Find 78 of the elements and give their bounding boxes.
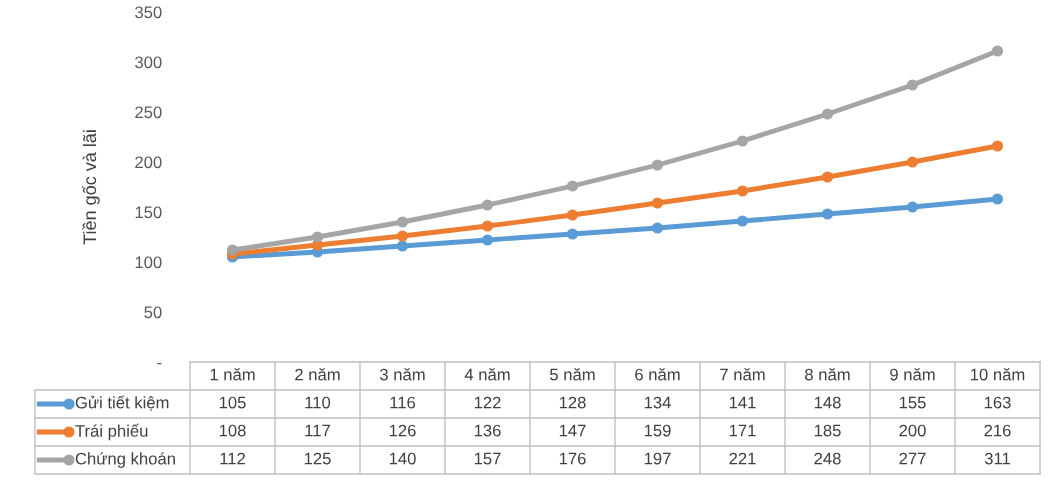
y-tick-label: 100 [135,256,162,269]
data-label: 125 [304,452,331,465]
y-tick-label: 300 [135,56,162,69]
y-tick-label: 50 [144,306,162,319]
point [481,220,494,232]
data-label: 216 [984,424,1011,437]
data-label: 112 [220,452,245,465]
x-tick-label: 9 năm [890,368,935,381]
point [566,180,579,192]
x-tick-label: 8 năm [805,368,850,381]
point [821,208,834,220]
data-label: 155 [899,396,926,409]
data-label: 110 [305,396,331,409]
point [991,193,1004,205]
point [736,185,749,197]
y-tick-label: 350 [135,6,162,19]
point [991,45,1004,57]
legend-label: Gửi tiết kiệm [75,395,169,411]
legend-label: Chứng khoán [75,452,175,468]
data-label: 122 [474,396,501,409]
data-label: 140 [389,452,416,465]
data-label: 141 [729,396,756,409]
x-tick-label: 1 năm [210,368,255,381]
data-label: 117 [305,424,330,437]
point [906,79,919,91]
y-tick-label: - [157,362,162,365]
point [736,215,749,227]
point [481,199,494,211]
y-tick-label: 250 [135,106,162,119]
x-tick-label: 7 năm [720,368,765,381]
x-tick-label: 2 năm [295,368,340,381]
point [481,234,494,246]
data-label: 105 [219,396,246,409]
point [226,244,239,256]
x-tick-label: 6 năm [635,368,680,381]
point [651,159,664,171]
data-label: 185 [814,424,841,437]
data-label: 148 [814,396,841,409]
point [821,108,834,120]
data-label: 311 [984,452,1010,465]
data-label: 200 [899,424,926,437]
y-tick-label: 200 [135,156,162,169]
point [991,140,1004,152]
data-label: 134 [644,396,671,409]
data-label: 159 [644,424,671,437]
data-label: 277 [899,452,926,465]
point [566,209,579,221]
data-label: 157 [474,452,501,465]
x-tick-label: 4 năm [464,368,510,381]
data-label: 248 [814,452,841,465]
point [396,216,409,228]
x-tick-label: 3 năm [379,368,425,381]
data-label: 163 [984,396,1011,409]
point [821,171,834,183]
point [906,156,919,168]
x-tick-label: 10 năm [970,368,1025,381]
data-label: 176 [559,452,586,465]
data-label: 221 [729,452,756,465]
data-label: 136 [474,424,501,437]
legend-label: Trái phiếu [75,423,148,441]
point [396,230,409,242]
point [311,231,324,243]
point [906,201,919,213]
point [396,240,409,252]
x-tick-label: 5 năm [550,368,595,381]
data-label: 147 [559,424,586,437]
data-label: 171 [729,424,756,437]
data-label: 126 [389,424,416,437]
data-label: 128 [559,396,586,409]
y-tick-label: 150 [135,206,162,219]
data-label: 108 [219,424,246,437]
data-label: 197 [644,452,671,465]
point [566,228,579,240]
y-axis-title: Tiền gốc và lãi [82,130,100,245]
data-label: 116 [390,396,416,409]
point [736,135,749,147]
point [651,197,664,209]
point [651,222,664,234]
